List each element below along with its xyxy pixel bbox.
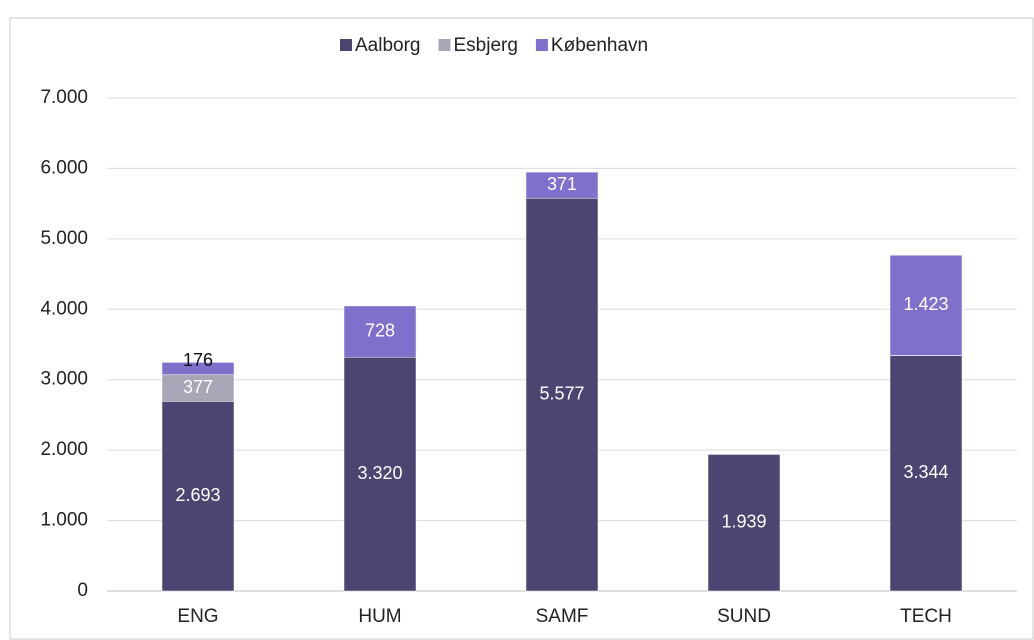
x-tick-label: TECH (900, 606, 952, 627)
bar-segment (343, 305, 417, 358)
bar-segment (161, 401, 235, 592)
legend-swatch (340, 39, 352, 51)
data-label: 371 (547, 174, 577, 194)
data-label: 728 (365, 320, 395, 340)
y-tick-label: 0 (77, 580, 88, 601)
x-tick-label: SUND (717, 606, 771, 627)
y-tick-label: 6.000 (40, 157, 88, 178)
data-label: 176 (183, 350, 213, 370)
legend-swatch (535, 39, 548, 51)
bar-segment (525, 197, 599, 592)
bar-segment (889, 254, 963, 356)
data-label: 377 (183, 377, 213, 397)
bar-segment (707, 454, 781, 592)
y-tick-label: 4.000 (40, 298, 88, 319)
data-label: 2.693 (175, 485, 220, 505)
data-label: 1.423 (903, 294, 948, 314)
data-label: 1.939 (721, 511, 766, 531)
y-tick-label: 3.000 (40, 369, 88, 390)
x-tick-label: ENG (177, 606, 218, 627)
bar-segment (161, 374, 235, 402)
legend-swatch (438, 39, 451, 51)
x-tick-label: HUM (358, 606, 401, 627)
y-tick-label: 7.000 (40, 87, 88, 108)
y-tick-label: 5.000 (40, 228, 88, 249)
bar-segment (525, 171, 599, 199)
legend-label: Esbjerg (454, 35, 518, 56)
data-label: 3.344 (903, 462, 948, 482)
bar-segment (889, 355, 963, 592)
legend-label: Aalborg (355, 35, 421, 56)
x-tick-label: SAMF (536, 606, 589, 627)
data-label: 3.320 (357, 463, 402, 483)
bar-segment (161, 362, 235, 376)
bar-segment (343, 356, 417, 592)
y-tick-label: 2.000 (40, 439, 88, 460)
y-tick-label: 1.000 (40, 510, 88, 531)
legend-label: København (551, 35, 648, 56)
data-label: 5.577 (539, 383, 584, 403)
